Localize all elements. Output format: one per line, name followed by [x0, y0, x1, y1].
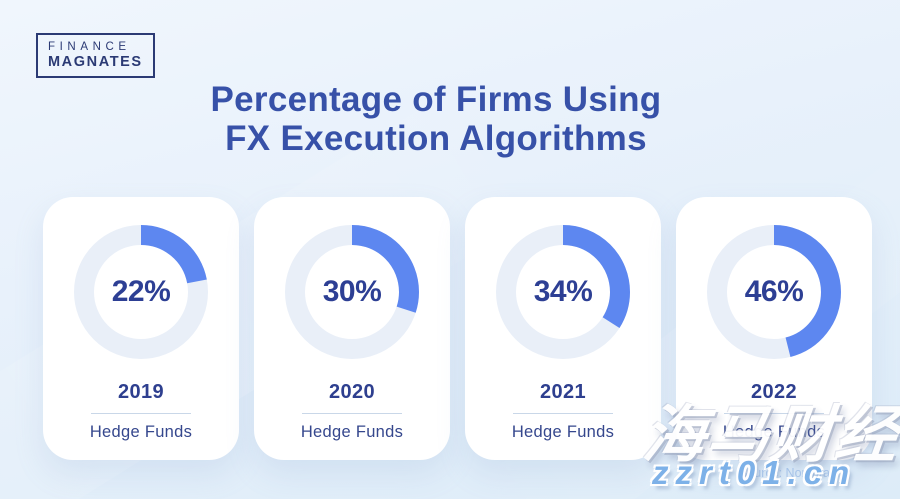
- chart-title-line-1: Percentage of Firms Using: [210, 80, 662, 119]
- card-group-label: Hedge Funds: [722, 423, 826, 441]
- donut-center-value: 30%: [322, 275, 382, 308]
- donut-center-value: 22%: [111, 275, 171, 308]
- card-divider: [513, 413, 613, 414]
- donut-arc: [496, 225, 630, 359]
- donut-card-2021: 34% 2021 Hedge Funds: [465, 197, 661, 460]
- donut-card-2019: 22% 2019 Hedge Funds: [43, 197, 239, 460]
- donut-svg: [74, 225, 208, 359]
- finance-magnates-logo: FINANCE MAGNATES: [36, 33, 155, 78]
- card-year-label: 2019: [117, 381, 165, 403]
- chart-title: Percentage of Firms Using FX Execution A…: [0, 80, 886, 158]
- card-group-label: Hedge Funds: [511, 423, 615, 441]
- card-divider: [91, 413, 191, 414]
- logo-line-2: MAGNATES: [48, 54, 143, 70]
- card-group-label: Hedge Funds: [300, 423, 404, 441]
- donut-chart-2022: 46%: [704, 222, 844, 362]
- card-year-label: 2020: [328, 381, 376, 403]
- source-attribution: Source: Nomura: [739, 466, 831, 480]
- card-divider: [302, 413, 402, 414]
- donut-center-value: 46%: [744, 275, 804, 308]
- card-year-label: 2021: [539, 381, 587, 403]
- donut-svg: [285, 225, 419, 359]
- card-group-label: Hedge Funds: [89, 423, 193, 441]
- donut-arc: [707, 225, 841, 359]
- donut-card-2020: 30% 2020 Hedge Funds: [254, 197, 450, 460]
- chart-title-line-2: FX Execution Algorithms: [225, 119, 647, 158]
- donut-card-2022: 46% 2022 Hedge Funds: [676, 197, 872, 460]
- donut-svg: [496, 225, 630, 359]
- donut-chart-2019: 22%: [71, 222, 211, 362]
- card-year-label: 2022: [750, 381, 798, 403]
- donut-arc: [74, 225, 208, 359]
- donut-center-value: 34%: [533, 275, 593, 308]
- donut-chart-2020: 30%: [282, 222, 422, 362]
- donut-arc: [285, 225, 419, 359]
- logo-line-1: FINANCE: [48, 41, 131, 53]
- donut-svg: [707, 225, 841, 359]
- donut-chart-2021: 34%: [493, 222, 633, 362]
- donut-cards-row: 22% 2019 Hedge Funds 30% 2020 Hedge Fund…: [43, 197, 872, 460]
- card-divider: [724, 413, 824, 414]
- watermark-site-url: zzrt01.cn: [652, 454, 857, 491]
